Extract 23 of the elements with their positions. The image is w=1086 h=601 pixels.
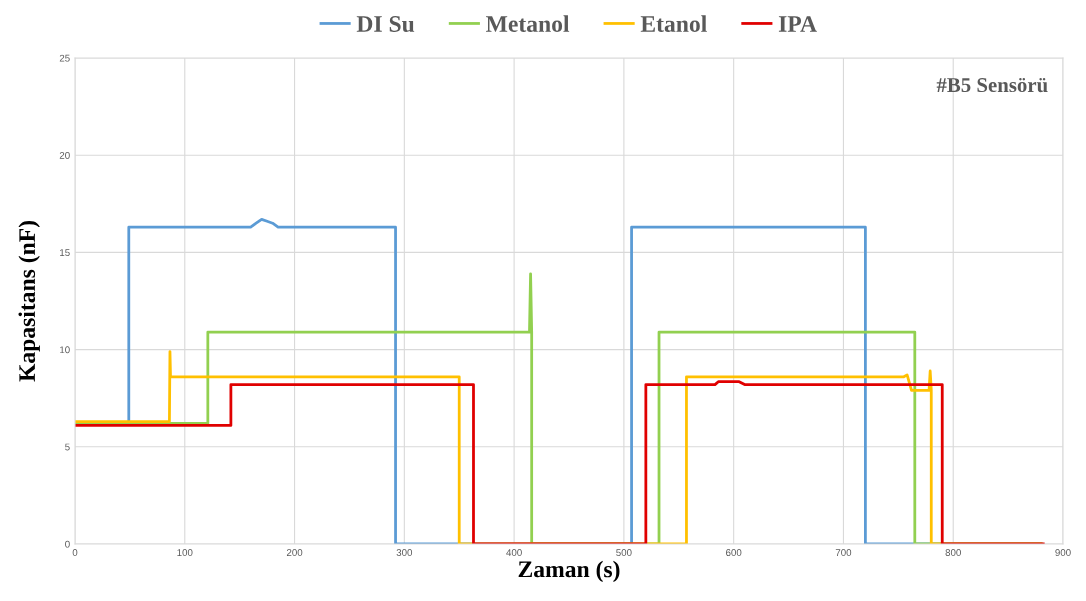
x-tick-label: 0 bbox=[72, 549, 78, 556]
y-axis-title: Kapasitans (nF) bbox=[18, 221, 40, 382]
x-tick-label: 900 bbox=[1055, 549, 1071, 556]
legend-label: Etanol bbox=[640, 15, 707, 32]
x-tick-label: 200 bbox=[286, 549, 303, 556]
y-tick-label: 10 bbox=[60, 346, 70, 354]
x-tick-label: 300 bbox=[396, 549, 413, 556]
annotation: #B5 Sensörü bbox=[936, 77, 1048, 93]
x-tick-label: 800 bbox=[945, 549, 961, 556]
legend-label: DI Su bbox=[356, 16, 415, 33]
x-tick-label: 700 bbox=[835, 549, 852, 556]
y-tick-label: 20 bbox=[59, 151, 70, 159]
x-tick-label: 100 bbox=[177, 549, 193, 556]
legend-label: Metanol bbox=[486, 15, 570, 32]
x-tick-label: 500 bbox=[616, 549, 632, 556]
x-tick-label: 400 bbox=[506, 549, 522, 556]
legend-label: IPA bbox=[778, 16, 817, 32]
x-axis-title: Zaman (s) bbox=[518, 560, 620, 583]
y-tick-label: 25 bbox=[59, 54, 70, 62]
y-tick-label: 5 bbox=[65, 443, 70, 451]
y-tick-label: 0 bbox=[65, 540, 70, 548]
x-tick-label: 600 bbox=[726, 549, 742, 556]
y-tick-label: 15 bbox=[60, 249, 70, 257]
